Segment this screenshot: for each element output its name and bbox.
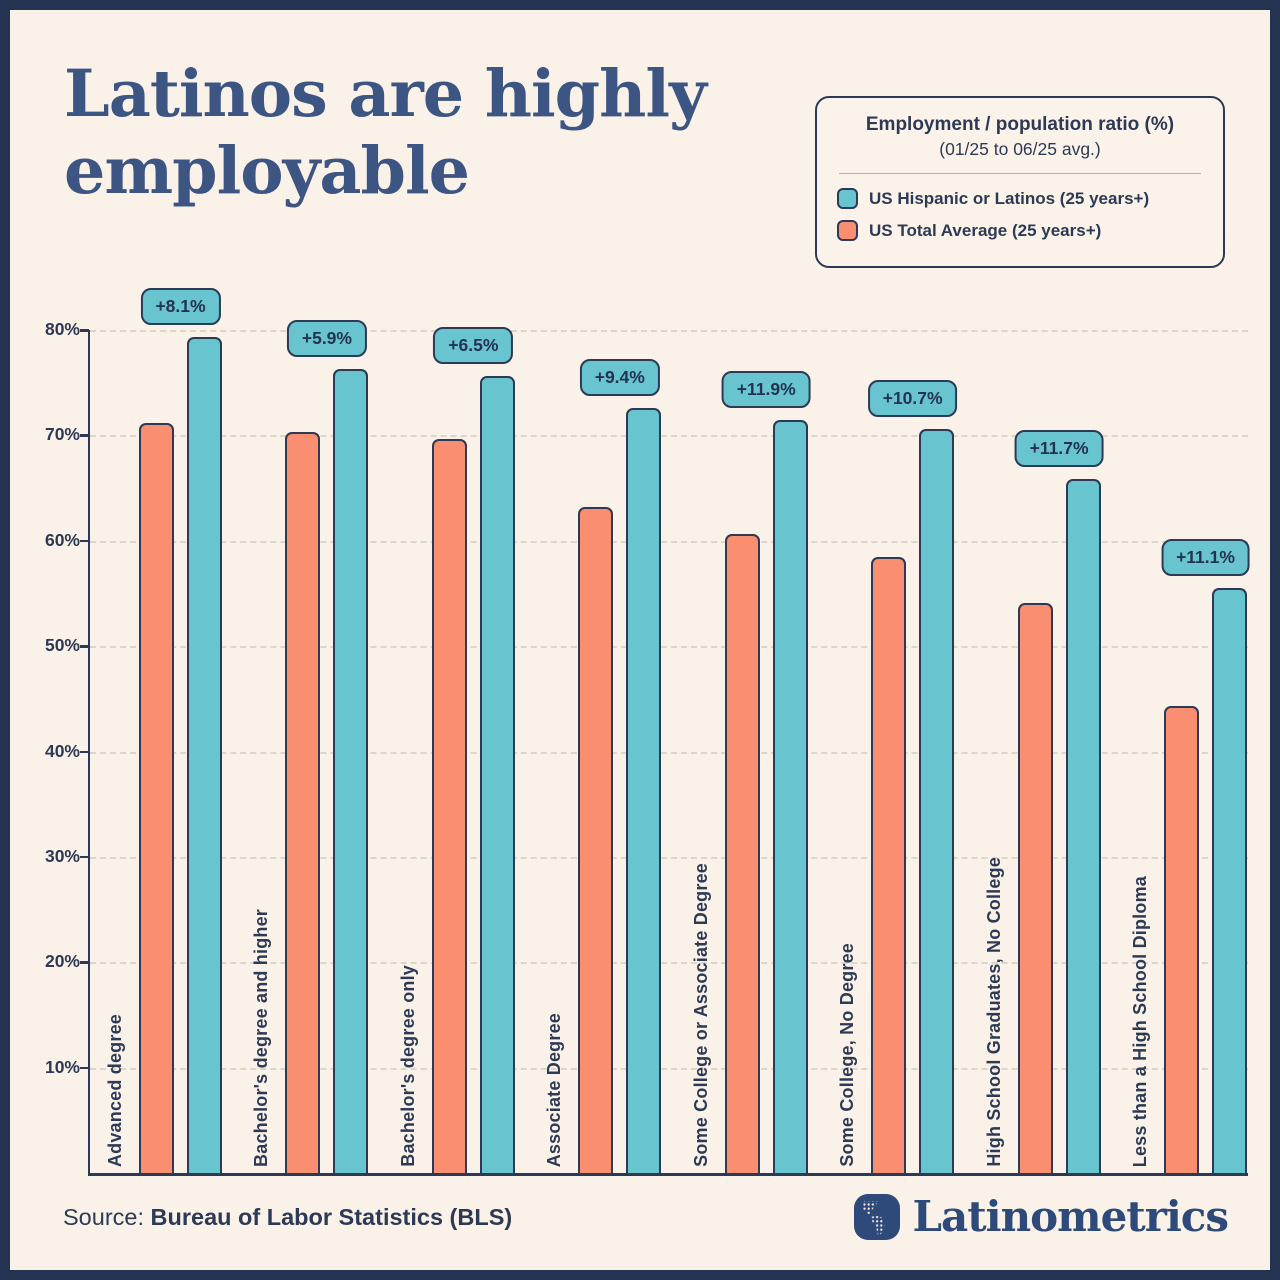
gridline-50 — [90, 646, 1248, 649]
y-axis-tick-mark — [80, 539, 89, 543]
legend-subtitle: (01/25 to 06/25 avg.) — [939, 139, 1101, 159]
legend-title: Employment / population ratio (%) — [865, 114, 1175, 135]
bar-total-average — [871, 556, 907, 1173]
bar-total-average — [431, 438, 467, 1173]
diff-badge: +8.1% — [140, 288, 221, 326]
legend-label-total: US Total Average (25 years+) — [869, 220, 1102, 240]
diff-badge: +11.9% — [721, 370, 811, 408]
diff-badge: +10.7% — [867, 380, 958, 418]
diff-badge: +9.4% — [579, 358, 660, 396]
bar-hispanic — [919, 429, 955, 1173]
bar-hispanic — [626, 407, 662, 1173]
bar-hispanic — [479, 376, 515, 1173]
legend-box: Employment / population ratio (%) (01/25… — [815, 96, 1225, 268]
category-label: High School Graduates, No College — [983, 857, 1004, 1167]
legend-item-total: US Total Average (25 years+) — [837, 220, 1203, 241]
diff-badge: +6.5% — [433, 327, 514, 365]
y-axis-label-60: 60% — [44, 529, 80, 550]
y-axis-tick-mark — [80, 750, 89, 753]
page-title: Latinos are highly employable — [64, 56, 824, 209]
gridline-10 — [90, 1067, 1248, 1070]
bar-total-average — [724, 534, 760, 1173]
title-line-1: Latinos are highly — [64, 56, 707, 132]
source-prefix: Source: — [63, 1204, 151, 1230]
gridline-80 — [90, 330, 1248, 332]
bar-total-average — [578, 507, 614, 1173]
y-axis-label-70: 70% — [44, 424, 80, 445]
y-axis-label-20: 20% — [44, 951, 80, 972]
y-axis-tick-mark — [80, 434, 89, 437]
legend-item-hispanic: US Hispanic or Latinos (25 years+) — [837, 188, 1203, 209]
source-note: Source: Bureau of Labor Statistics (BLS) — [63, 1204, 512, 1231]
gridline-40 — [90, 751, 1248, 754]
bar-total-average — [285, 432, 321, 1173]
y-axis-tick-mark — [80, 645, 89, 648]
gridline-20 — [90, 962, 1248, 965]
brand-name: Latinometrics — [912, 1192, 1229, 1241]
y-axis-tick-mark — [80, 961, 89, 964]
teal-swatch-icon — [837, 188, 858, 209]
y-axis-label-30: 30% — [44, 845, 80, 866]
category-label: Associate Degree — [544, 1012, 565, 1167]
gridline-70 — [90, 435, 1248, 438]
diff-badge: +11.1% — [1161, 539, 1250, 577]
bar-hispanic — [333, 369, 369, 1173]
bar-total-average — [1017, 602, 1053, 1173]
bar-hispanic — [1065, 478, 1101, 1173]
category-label: Bachelor's degree and higher — [251, 909, 272, 1167]
y-axis-tick-mark — [80, 1066, 89, 1070]
y-axis-tick-mark — [80, 329, 89, 332]
gridline-60 — [90, 540, 1248, 543]
y-axis-tick-mark — [80, 855, 89, 859]
category-label: Less than a High School Diploma — [1130, 875, 1150, 1167]
latinometrics-logo-icon — [854, 1193, 901, 1240]
bar-chart-plot-area: 10% 20% 30% 40% 50% 60% 70% 80% +8.1% Advanced de… — [45, 288, 1250, 1176]
title-line-2: employable — [64, 132, 470, 209]
bar-hispanic — [1212, 588, 1247, 1173]
legend-label-hispanic: US Hispanic or Latinos (25 years+) — [869, 188, 1150, 208]
brand-lockup: Latinometrics — [854, 1192, 1229, 1241]
bar-total-average — [1164, 706, 1199, 1173]
bar-hispanic — [772, 419, 808, 1173]
diff-badge: +5.9% — [286, 320, 367, 357]
source-name: Bureau of Labor Statistics (BLS) — [150, 1204, 513, 1230]
category-label: Some College, No Degree — [837, 943, 858, 1167]
y-axis-label-50: 50% — [44, 635, 80, 656]
y-axis-label-10: 10% — [44, 1056, 80, 1077]
category-label: Some College or Associate Degree — [690, 863, 711, 1167]
diff-badge: +11.7% — [1014, 429, 1104, 467]
category-label: Advanced degree — [105, 1013, 125, 1167]
orange-swatch-icon — [837, 220, 858, 241]
legend-divider — [839, 173, 1201, 174]
gridline-30 — [90, 856, 1248, 859]
bar-total-average — [139, 422, 174, 1173]
y-axis-label-40: 40% — [44, 740, 80, 761]
category-label: Bachelor's degree only — [397, 965, 418, 1167]
bar-hispanic — [187, 337, 222, 1173]
y-axis-label-80: 80% — [44, 319, 80, 339]
